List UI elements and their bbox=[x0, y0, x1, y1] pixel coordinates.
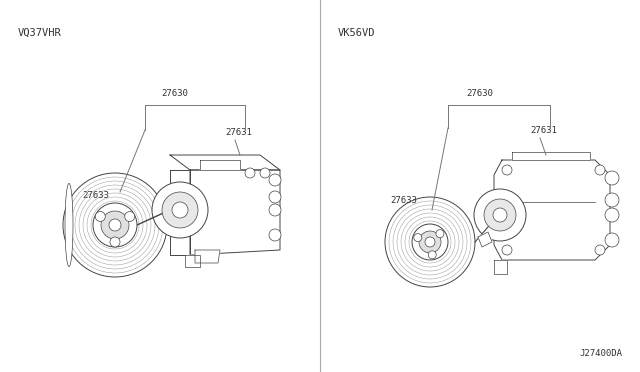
Circle shape bbox=[93, 203, 137, 247]
Polygon shape bbox=[494, 160, 610, 260]
Circle shape bbox=[269, 229, 281, 241]
Polygon shape bbox=[170, 155, 280, 170]
Circle shape bbox=[595, 165, 605, 175]
Ellipse shape bbox=[65, 183, 73, 267]
Text: 27630: 27630 bbox=[467, 89, 493, 98]
Circle shape bbox=[110, 237, 120, 247]
Polygon shape bbox=[478, 232, 492, 247]
Circle shape bbox=[109, 219, 121, 231]
Circle shape bbox=[502, 245, 512, 255]
Circle shape bbox=[605, 233, 619, 247]
Circle shape bbox=[414, 234, 422, 241]
Circle shape bbox=[493, 208, 507, 222]
Circle shape bbox=[419, 231, 441, 253]
Circle shape bbox=[605, 193, 619, 207]
Circle shape bbox=[269, 204, 281, 216]
Circle shape bbox=[385, 197, 475, 287]
Circle shape bbox=[484, 199, 516, 231]
Circle shape bbox=[474, 189, 526, 241]
Circle shape bbox=[428, 251, 436, 259]
Circle shape bbox=[605, 208, 619, 222]
Circle shape bbox=[101, 211, 129, 239]
Polygon shape bbox=[512, 152, 590, 160]
Circle shape bbox=[162, 192, 198, 228]
Circle shape bbox=[502, 165, 512, 175]
Polygon shape bbox=[195, 250, 220, 263]
Circle shape bbox=[412, 224, 448, 260]
Text: VK56VD: VK56VD bbox=[338, 28, 376, 38]
Polygon shape bbox=[170, 170, 190, 255]
Text: 27630: 27630 bbox=[161, 89, 188, 98]
Text: 27633: 27633 bbox=[82, 190, 109, 199]
Circle shape bbox=[260, 168, 270, 178]
Circle shape bbox=[95, 212, 105, 221]
Text: 27633: 27633 bbox=[390, 196, 417, 205]
Circle shape bbox=[605, 171, 619, 185]
Circle shape bbox=[595, 245, 605, 255]
Circle shape bbox=[245, 168, 255, 178]
Circle shape bbox=[172, 202, 188, 218]
Text: 27631: 27631 bbox=[225, 128, 252, 137]
Text: J27400DA: J27400DA bbox=[579, 349, 622, 358]
Polygon shape bbox=[185, 255, 200, 267]
Text: 27631: 27631 bbox=[530, 126, 557, 135]
Circle shape bbox=[63, 173, 167, 277]
Polygon shape bbox=[200, 160, 240, 170]
Circle shape bbox=[436, 230, 444, 238]
Circle shape bbox=[425, 237, 435, 247]
Circle shape bbox=[152, 182, 208, 238]
Circle shape bbox=[269, 191, 281, 203]
Circle shape bbox=[125, 212, 135, 221]
Circle shape bbox=[269, 174, 281, 186]
Polygon shape bbox=[190, 170, 280, 255]
Polygon shape bbox=[494, 260, 507, 274]
Text: VQ37VHR: VQ37VHR bbox=[18, 28, 61, 38]
